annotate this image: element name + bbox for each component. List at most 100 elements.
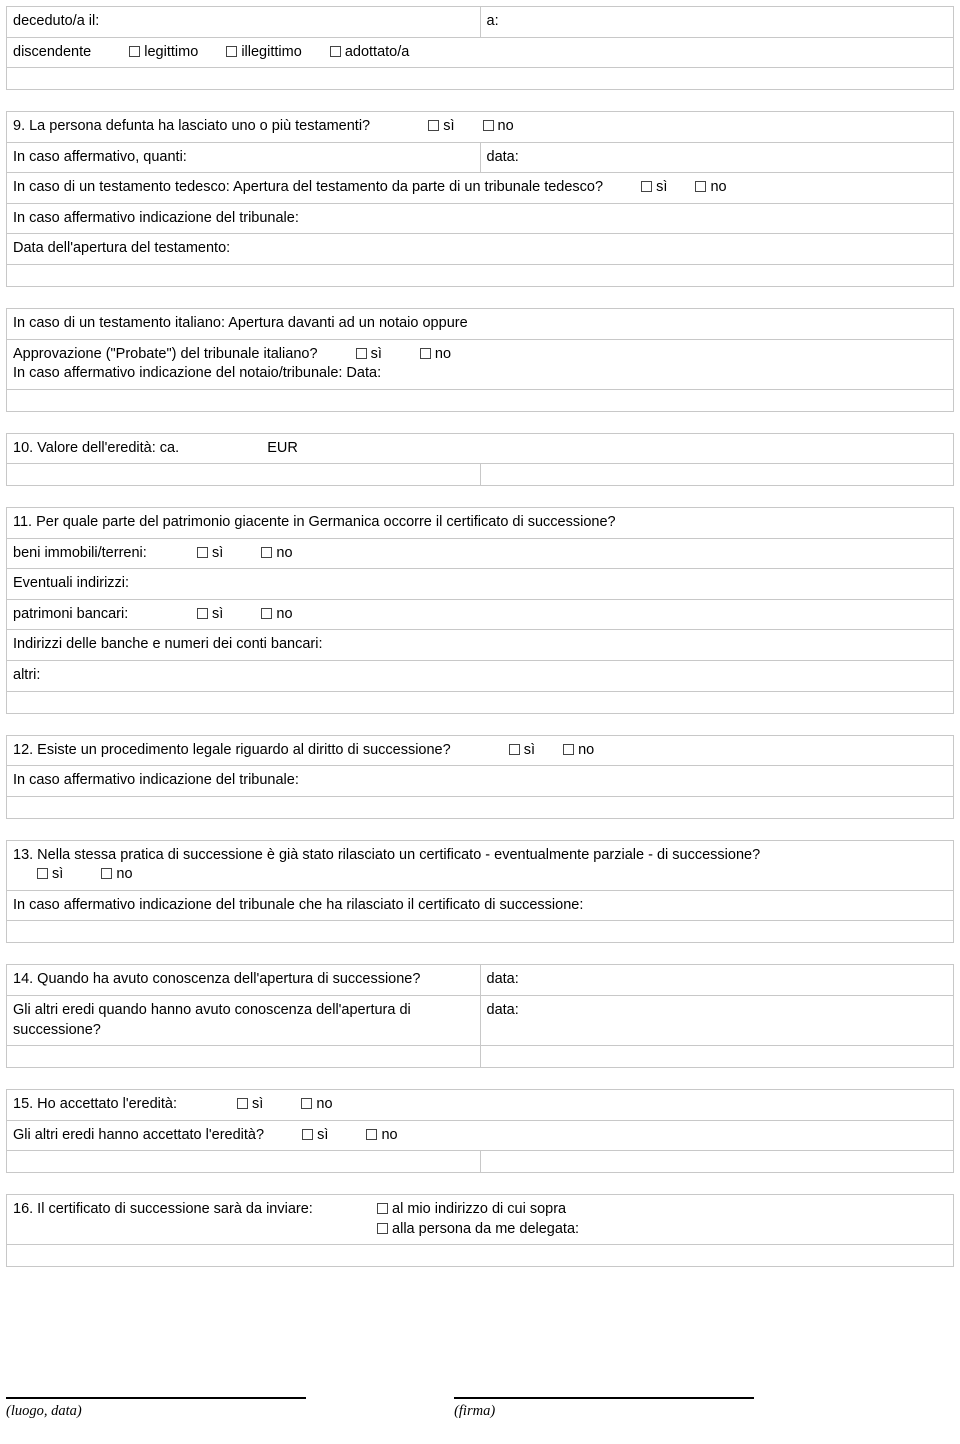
empty-cell <box>7 389 954 411</box>
descendant-label: discendente <box>13 44 91 60</box>
empty-cell <box>7 691 954 713</box>
checkbox-patr-si[interactable] <box>197 608 208 619</box>
q9-german-row: In caso di un testamento tedesco: Apertu… <box>7 173 954 204</box>
label-patr-si: sì <box>212 606 223 622</box>
q15a-row: 15. Ho accettato l'eredità: sì no <box>7 1090 954 1121</box>
q9-notaio-text: In caso affermativo indicazione del nota… <box>13 365 381 381</box>
checkbox-q15a-si[interactable] <box>237 1098 248 1109</box>
empty-cell <box>7 464 481 486</box>
q9-approv-row: Approvazione ("Probate") del tribunale i… <box>7 339 954 389</box>
q15a-text: 15. Ho accettato l'eredità: <box>13 1095 233 1115</box>
signature-name: (firma) <box>454 1387 754 1420</box>
q11-altri-label: altri: <box>7 661 954 692</box>
checkbox-q15b-no[interactable] <box>366 1129 377 1140</box>
checkbox-q9it-no[interactable] <box>420 348 431 359</box>
checkbox-q12-si[interactable] <box>509 744 520 755</box>
q9-apertura-label: Data dell'apertura del testamento: <box>7 234 954 265</box>
empty-cell <box>7 68 954 90</box>
label-beni-si: sì <box>212 545 223 561</box>
label-q9-no: no <box>498 118 514 134</box>
deceased-date-label: deceduto/a il: <box>7 7 481 38</box>
checkbox-q9-si[interactable] <box>428 120 439 131</box>
checkbox-q16-opt1[interactable] <box>377 1203 388 1214</box>
empty-cell <box>7 1245 954 1267</box>
q11-row: 11. Per quale parte del patrimonio giace… <box>7 508 954 539</box>
q11-patr-text: patrimoni bancari: <box>13 605 193 625</box>
q13-row: 13. Nella stessa pratica di successione … <box>7 840 954 890</box>
q13-text: 13. Nella stessa pratica di successione … <box>13 847 760 863</box>
label-adottato: adottato/a <box>345 44 410 60</box>
checkbox-q9de-no[interactable] <box>695 181 706 192</box>
q9-text: 9. La persona defunta ha lasciato uno o … <box>13 118 370 134</box>
label-q9it-si: sì <box>371 346 382 362</box>
empty-cell <box>7 1046 481 1068</box>
label-q16-opt1: al mio indirizzo di cui sopra <box>392 1201 566 1217</box>
q16-text: 16. Il certificato di successione sarà d… <box>13 1200 373 1220</box>
q14a-data-label: data: <box>480 965 954 996</box>
signature-place: (luogo, data) <box>6 1387 306 1420</box>
label-q15a-no: no <box>316 1096 332 1112</box>
q9-quanti-label: In caso affermativo, quanti: <box>7 142 481 173</box>
empty-cell <box>7 796 954 818</box>
checkbox-illegittimo[interactable] <box>226 46 237 57</box>
q14a-label: 14. Quando ha avuto conoscenza dell'aper… <box>7 965 481 996</box>
checkbox-patr-no[interactable] <box>261 608 272 619</box>
checkbox-q15a-no[interactable] <box>301 1098 312 1109</box>
q11-banche-label: Indirizzi delle banche e numeri dei cont… <box>7 630 954 661</box>
q10-row: 10. Valore dell'eredità: ca. EUR <box>7 433 954 464</box>
q15b-row: Gli altri eredi hanno accettato l'eredit… <box>7 1120 954 1151</box>
label-q12-no: no <box>578 742 594 758</box>
empty-cell <box>480 1151 954 1173</box>
label-legittimo: legittimo <box>144 44 198 60</box>
q12-row: 12. Esiste un procedimento legale riguar… <box>7 735 954 766</box>
inheritance-form: deceduto/a il: a: discendente legittimo … <box>6 6 954 1267</box>
empty-cell <box>7 921 954 943</box>
q9-tribunal-label: In caso affermativo indicazione del trib… <box>7 203 954 234</box>
q13-tribunal-label: In caso affermativo indicazione del trib… <box>7 890 954 921</box>
q9-italian-label: In caso di un testamento italiano: Apert… <box>7 308 954 339</box>
q9-approv-text: Approvazione ("Probate") del tribunale i… <box>13 346 318 362</box>
q12-text: 12. Esiste un procedimento legale riguar… <box>13 742 451 758</box>
label-q13-si: sì <box>52 866 63 882</box>
label-beni-no: no <box>276 545 292 561</box>
label-illegittimo: illegittimo <box>241 44 301 60</box>
q9-row: 9. La persona defunta ha lasciato uno o … <box>7 112 954 143</box>
deceased-place-label: a: <box>480 7 954 38</box>
q15b-text: Gli altri eredi hanno accettato l'eredit… <box>13 1127 264 1143</box>
q14b-data-label: data: <box>480 995 954 1045</box>
empty-cell <box>7 1151 481 1173</box>
empty-cell <box>480 1046 954 1068</box>
label-q12-si: sì <box>524 742 535 758</box>
label-q9de-si: sì <box>656 179 667 195</box>
label-patr-no: no <box>276 606 292 622</box>
checkbox-q13-no[interactable] <box>101 868 112 879</box>
checkbox-q16-opt2[interactable] <box>377 1223 388 1234</box>
checkbox-q9it-si[interactable] <box>356 348 367 359</box>
empty-cell <box>480 464 954 486</box>
q11-indirizzi-label: Eventuali indirizzi: <box>7 569 954 600</box>
q11-beni-text: beni immobili/terreni: <box>13 544 193 564</box>
q12-tribunal-label: In caso affermativo indicazione del trib… <box>7 766 954 797</box>
q10-text: 10. Valore dell'eredità: ca. <box>13 440 179 456</box>
label-q9-si: sì <box>443 118 454 134</box>
label-q9it-no: no <box>435 346 451 362</box>
checkbox-beni-si[interactable] <box>197 547 208 558</box>
q10-eur: EUR <box>267 440 298 456</box>
descendant-row: discendente legittimo illegittimo adotta… <box>7 37 954 68</box>
checkbox-legittimo[interactable] <box>129 46 140 57</box>
checkbox-q12-no[interactable] <box>563 744 574 755</box>
q11-patr-row: patrimoni bancari: sì no <box>7 599 954 630</box>
label-q9de-no: no <box>710 179 726 195</box>
empty-cell <box>7 264 954 286</box>
checkbox-adottato[interactable] <box>330 46 341 57</box>
checkbox-q9-no[interactable] <box>483 120 494 131</box>
label-q15b-si: sì <box>317 1127 328 1143</box>
label-q15b-no: no <box>381 1127 397 1143</box>
signature-area: (luogo, data) (firma) <box>6 1387 954 1420</box>
checkbox-q9de-si[interactable] <box>641 181 652 192</box>
q11-beni-row: beni immobili/terreni: sì no <box>7 538 954 569</box>
checkbox-q13-si[interactable] <box>37 868 48 879</box>
signature-place-label: (luogo, data) <box>6 1403 82 1419</box>
checkbox-beni-no[interactable] <box>261 547 272 558</box>
checkbox-q15b-si[interactable] <box>302 1129 313 1140</box>
